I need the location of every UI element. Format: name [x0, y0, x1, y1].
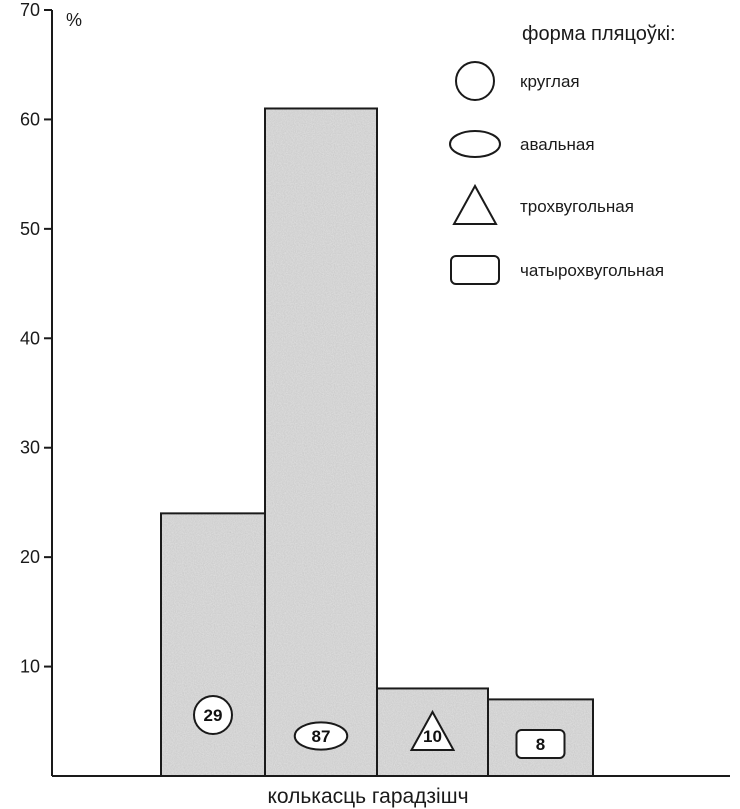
legend-item-rectangle: чатырохвугольная — [450, 255, 664, 285]
legend-label: трохвугольная — [520, 197, 634, 216]
y-tick-label: 50 — [20, 219, 40, 239]
legend-oval-icon — [449, 130, 501, 158]
bar-texture — [266, 109, 376, 775]
count-badge-triangle — [409, 709, 456, 751]
axes — [51, 10, 730, 777]
legend-circle-icon — [455, 61, 495, 101]
y-tick-label: 30 — [20, 438, 40, 458]
y-tick-label: 40 — [20, 328, 40, 348]
legend-item-triangle: трохвугольная — [452, 183, 634, 225]
count-badge-circle — [193, 695, 233, 735]
count-label: 87 — [312, 727, 331, 746]
y-tick-label: 70 — [20, 0, 40, 20]
legend-item-circle: круглая — [455, 61, 580, 101]
x-axis-label: колькасць гарадзішч — [267, 785, 468, 808]
legend-triangle-icon — [452, 183, 498, 225]
legend-title: форма пляцоўкі: — [522, 23, 676, 45]
bar-texture — [162, 514, 264, 775]
count-badge-oval — [293, 721, 349, 751]
legend-label: круглая — [520, 72, 580, 91]
y-tick-label: 10 — [20, 657, 40, 677]
legend-label: чатырохвугольная — [520, 261, 664, 280]
y-tick-label: 20 — [20, 547, 40, 567]
legend-rectangle-icon — [450, 255, 500, 285]
legend-label: авальная — [520, 135, 595, 154]
count-label: 10 — [423, 727, 442, 746]
count-badges: 29 87 10 8 — [193, 695, 566, 759]
legend: форма пляцоўкі: круглая авальная трохвугол… — [449, 23, 676, 285]
count-label: 8 — [536, 735, 545, 754]
count-badge-rectangle — [515, 729, 566, 759]
legend-item-oval: авальная — [449, 130, 595, 158]
bars — [160, 107, 594, 778]
y-axis-unit-label: % — [66, 10, 82, 30]
count-label: 29 — [204, 706, 223, 725]
y-ticks: 10 20 30 40 50 60 70 — [20, 0, 52, 677]
y-tick-label: 60 — [20, 109, 40, 129]
